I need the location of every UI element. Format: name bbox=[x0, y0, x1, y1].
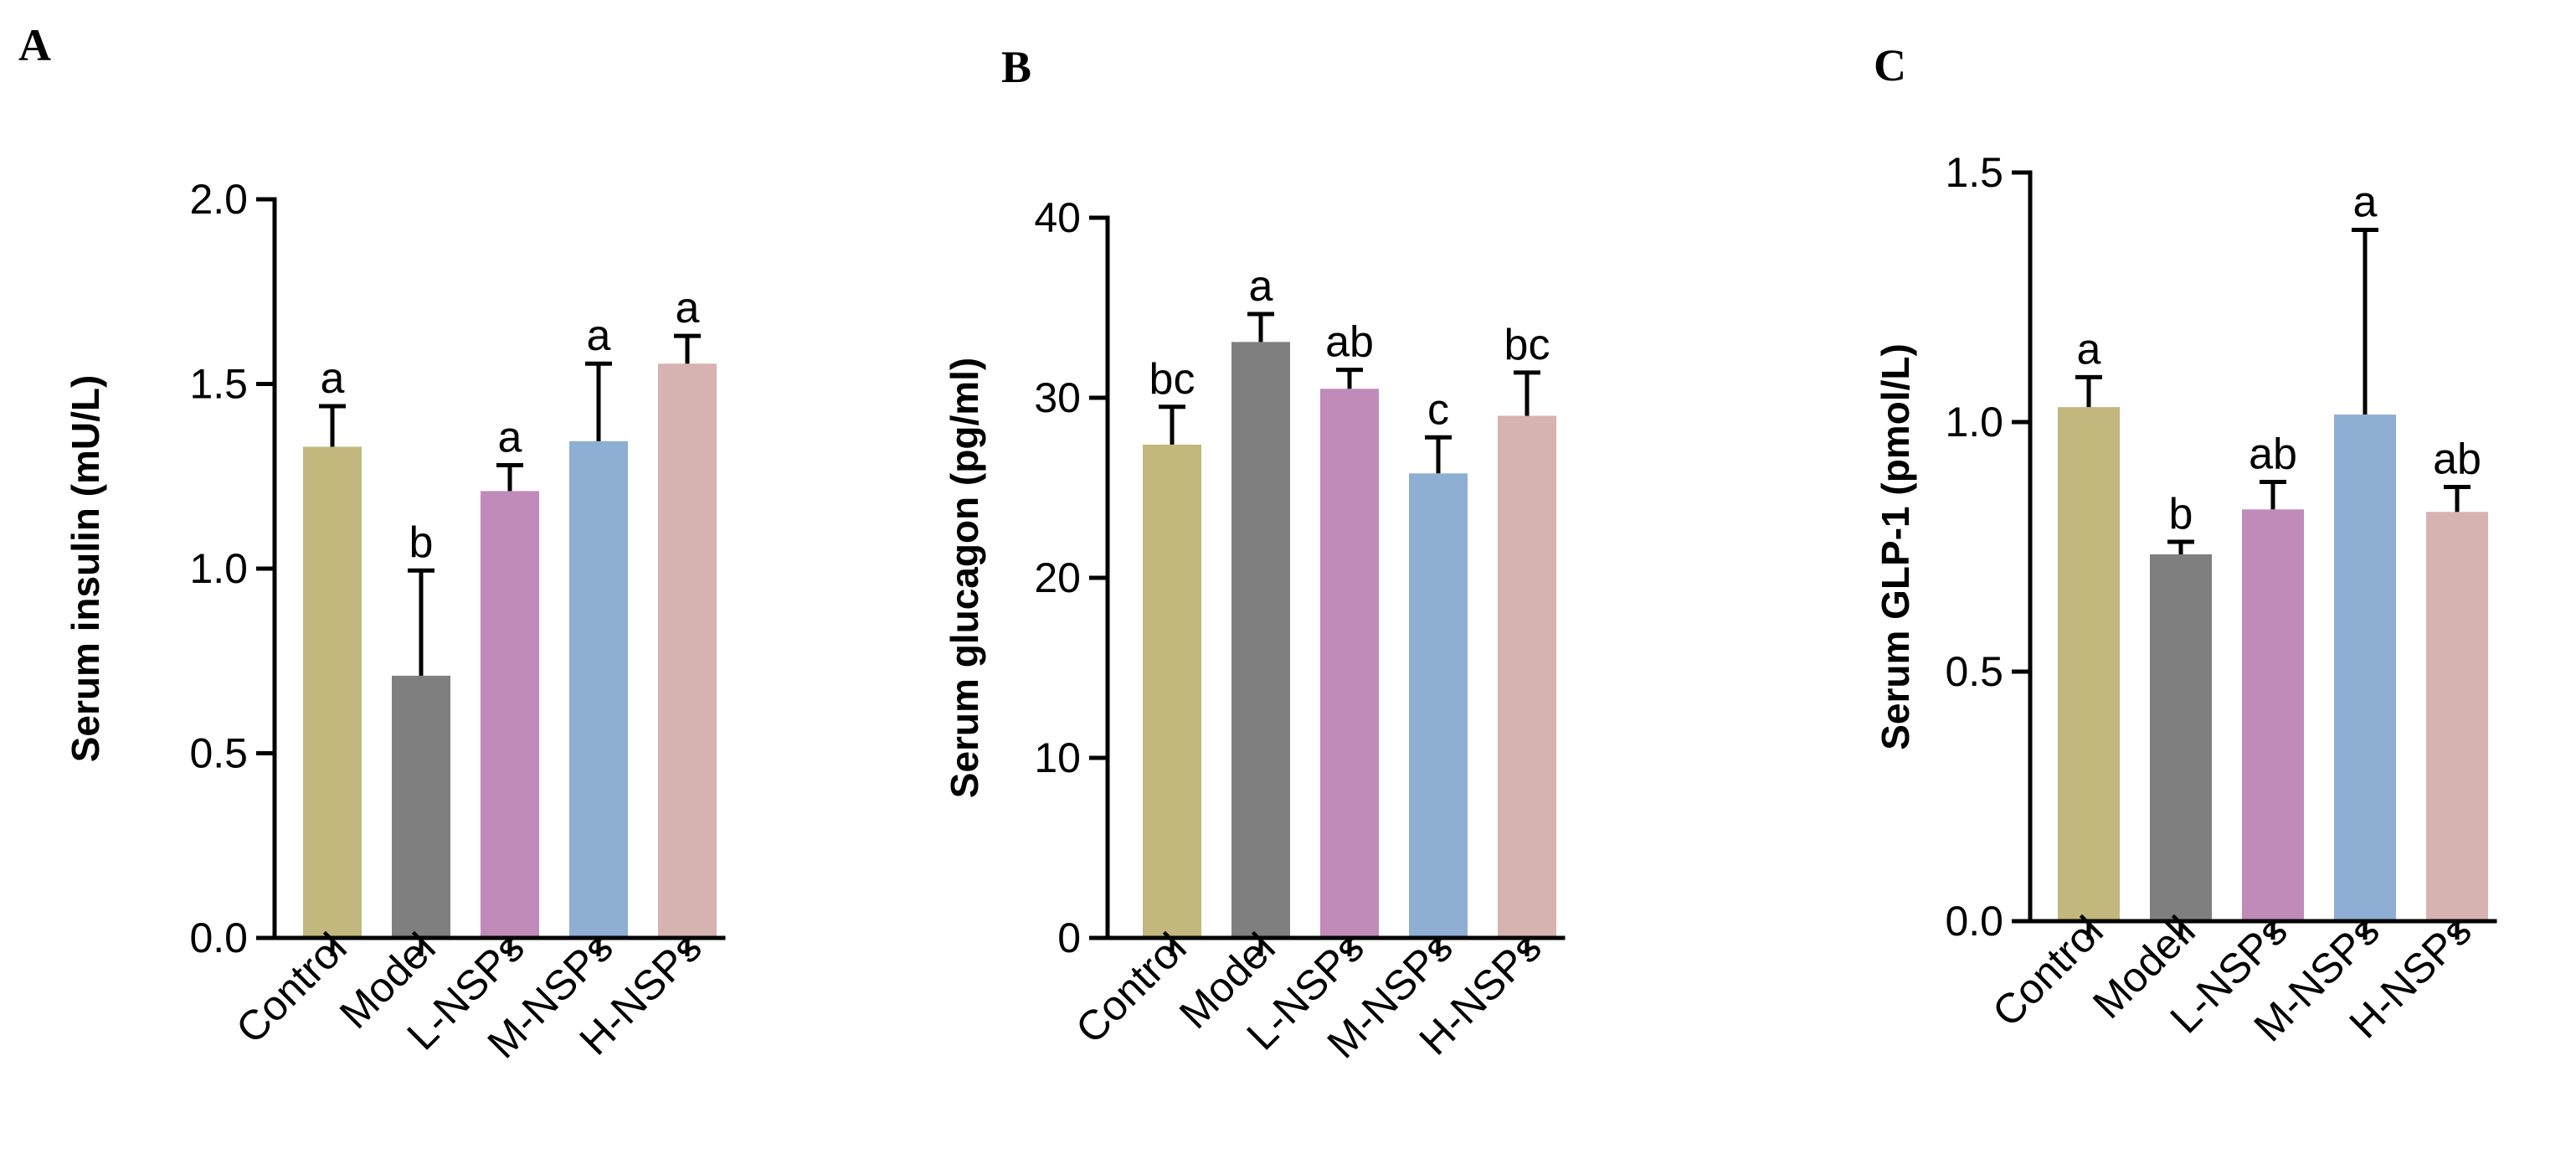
panel-a-y-tick-label: 2.0 bbox=[189, 176, 248, 223]
panel-b-y-tick-label: 0 bbox=[1057, 914, 1081, 961]
panel-a-y-tick-label: 0.5 bbox=[189, 730, 248, 777]
panel-c-bar-modell bbox=[2150, 554, 2212, 921]
panel-b-category-label-control: Control bbox=[1067, 924, 1195, 1053]
panel-c-significance-l-nsps: ab bbox=[2249, 430, 2297, 479]
panel-b-error-bar-l-nsps bbox=[1336, 368, 1363, 389]
panel-a-significance-model: b bbox=[409, 518, 434, 567]
panel-b-y-axis-title: Serum glucagon (pg/ml) bbox=[943, 358, 986, 798]
panel-b-significance-m-nsps: c bbox=[1427, 385, 1449, 434]
panel-a-error-bar-model bbox=[408, 568, 434, 676]
panel-a-error-bar-h-nsps bbox=[674, 333, 701, 364]
panel-b-error-bar-h-nsps bbox=[1514, 370, 1540, 416]
panel-a-y-tick-label: 1.0 bbox=[189, 545, 248, 592]
panel-a-y-tick-label: 0.0 bbox=[189, 914, 248, 961]
panel-b-bar-model bbox=[1231, 342, 1290, 939]
panel-b-error-bar-m-nsps bbox=[1425, 435, 1452, 474]
panel-c-error-bar-control bbox=[2075, 374, 2102, 408]
panel-a-y-tick-label: 1.5 bbox=[189, 361, 248, 408]
panel-b-y-tick-label: 10 bbox=[1034, 734, 1081, 781]
panel-a-error-bar-m-nsps bbox=[585, 361, 612, 441]
panel-c-significance-m-nsps: a bbox=[2353, 178, 2378, 227]
panel-c-y-axis-title: Serum GLP-1 (pmol/L) bbox=[1874, 343, 1917, 750]
panel-b-significance-l-nsps: ab bbox=[1325, 318, 1374, 367]
panel-c-error-bar-h-nsps bbox=[2444, 484, 2471, 513]
panel-c-significance-h-nsps: ab bbox=[2433, 435, 2481, 483]
panel-c-bar-control bbox=[2058, 407, 2120, 921]
panel-a-bar-h-nsps bbox=[658, 363, 717, 938]
panel-a-significance-l-nsps: a bbox=[498, 414, 522, 462]
panel-b-letter: B bbox=[1001, 42, 1031, 92]
panel-b-bar-l-nsps bbox=[1320, 389, 1379, 938]
panel-a-error-bar-l-nsps bbox=[496, 463, 523, 492]
panel-b-y-tick-label: 30 bbox=[1034, 374, 1081, 421]
panel-b-bar-control bbox=[1143, 444, 1201, 938]
panel-a-letter: A bbox=[18, 20, 51, 70]
panel-a-error-bar-control bbox=[319, 404, 346, 447]
panel-c-error-bar-l-nsps bbox=[2260, 480, 2286, 510]
panel-c-error-bar-modell bbox=[2167, 539, 2194, 554]
panel-a-bar-control bbox=[303, 446, 362, 938]
panel-a-bar-m-nsps bbox=[569, 440, 628, 938]
panel-a-significance-m-nsps: a bbox=[587, 312, 611, 360]
panel-a-bar-model bbox=[392, 675, 450, 938]
panel-b-significance-model: a bbox=[1249, 262, 1273, 311]
panel-c-bar-h-nsps bbox=[2426, 512, 2488, 921]
panel-b-y-tick-label: 20 bbox=[1034, 554, 1081, 601]
panel-b-error-bar-control bbox=[1159, 404, 1185, 445]
panel-b-bar-m-nsps bbox=[1409, 473, 1468, 938]
panel-c-y-tick-label: 0.5 bbox=[1945, 648, 2003, 695]
panel-a-significance-control: a bbox=[321, 354, 345, 403]
panel-c-letter: C bbox=[1874, 40, 1906, 90]
panel-a-bar-l-nsps bbox=[481, 491, 539, 938]
panel-c-error-bar-m-nsps bbox=[2352, 228, 2378, 415]
panel-c-bar-l-nsps bbox=[2242, 509, 2304, 921]
panel-b-y-tick-label: 40 bbox=[1034, 194, 1081, 241]
panel-c-y-tick-label: 0.0 bbox=[1945, 898, 2003, 945]
panel-c-significance-control: a bbox=[2077, 325, 2101, 373]
panel-b-bar-h-nsps bbox=[1498, 415, 1556, 938]
panel-b-error-bar-model bbox=[1247, 312, 1274, 343]
panel-b-significance-h-nsps: bc bbox=[1504, 321, 1550, 369]
panel-a-y-axis-title: Serum insulin (mU/L) bbox=[64, 375, 107, 763]
panel-c-bar-m-nsps bbox=[2334, 415, 2396, 921]
panel-a-significance-h-nsps: a bbox=[676, 284, 700, 332]
panel-c-y-tick-label: 1.5 bbox=[1945, 149, 2003, 196]
panel-c-significance-modell: b bbox=[2169, 490, 2193, 538]
panel-b-significance-control: bc bbox=[1149, 355, 1195, 404]
panel-c-y-tick-label: 1.0 bbox=[1945, 399, 2003, 446]
